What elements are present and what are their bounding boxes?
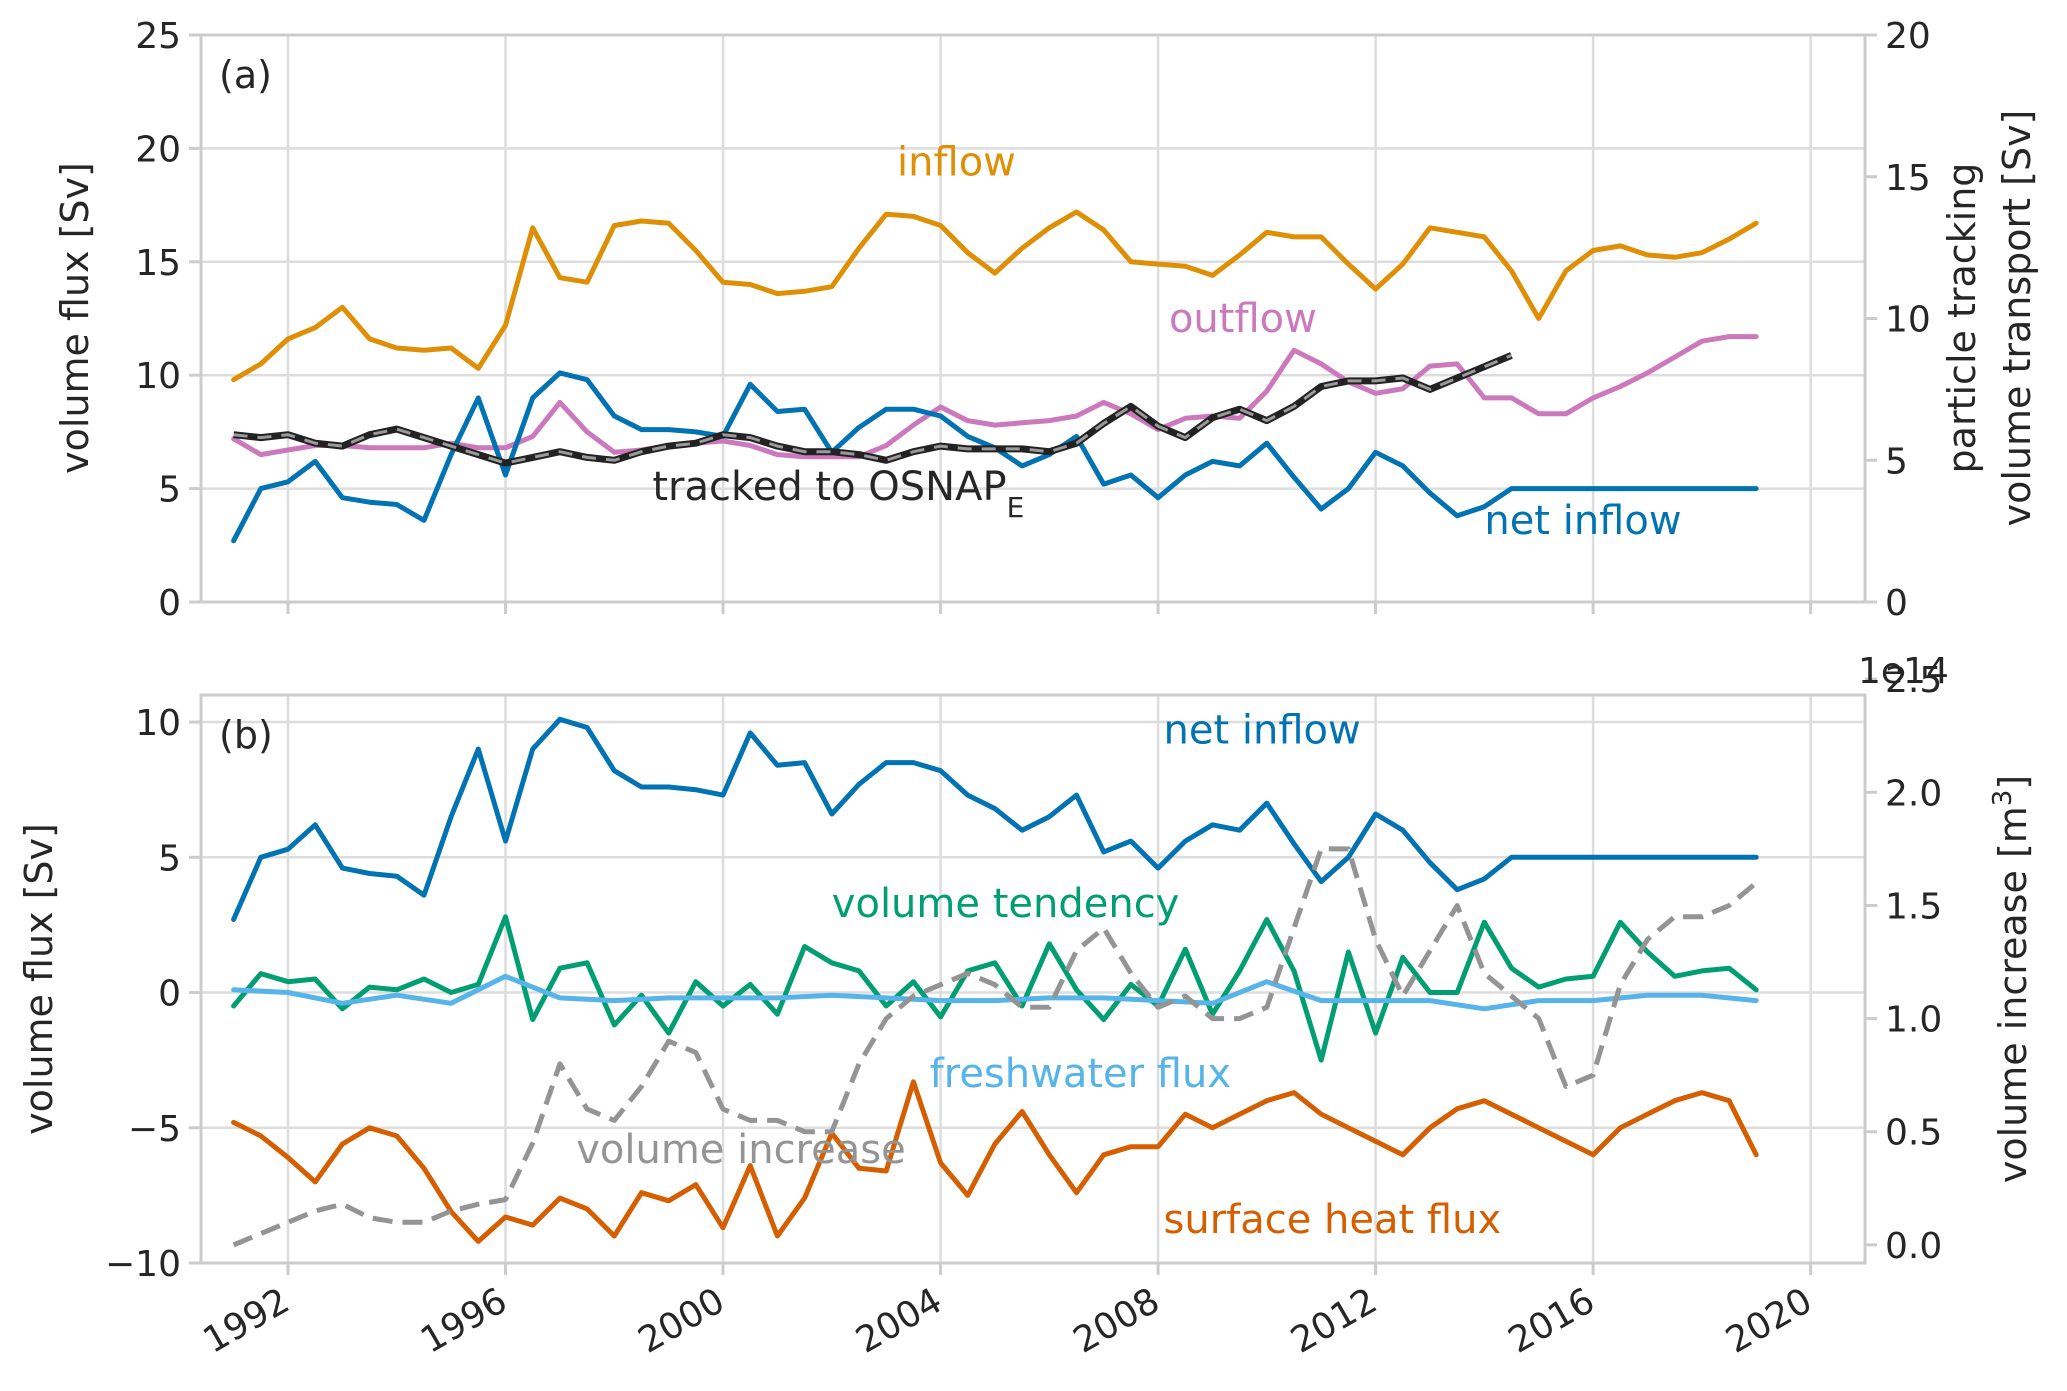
panel-a-ytick-label-15: 15 [135, 243, 181, 284]
panel-b-y2-offset-text: 1e14 [1858, 651, 1949, 692]
panel-b-series-volume-increase-line [232, 846, 1758, 1248]
panel-b-frame [199, 693, 1867, 1265]
panel-a-ytick-label-25: 25 [135, 16, 181, 57]
panel-a: 0 5 10 15 20 25 0 5 10 15 20 inflow outflow net infl… [53, 16, 2039, 624]
panel-b-series-freshwater-flux-label-text: freshwater flux [930, 1051, 1231, 1097]
panel-a-label: (a) [219, 53, 272, 97]
panel-a-ylabel: volume flux [Sv] [53, 162, 97, 474]
panel-b-y2label-main: volume increase [m [1991, 806, 2035, 1183]
panel-a-plot-area [201, 35, 1865, 602]
panel-b-y2label: volume increase [m3] [1988, 775, 2035, 1183]
panel-a-y2tick-label-5: 5 [1885, 441, 1908, 482]
panel-a-series-inflow-line [231, 209, 1759, 383]
panel-a-y2tick-label-15: 15 [1885, 158, 1931, 199]
panel-a-series-tracked-to-osnap-e-label-subscript: E [1007, 490, 1025, 523]
panel-b-label: (b) [219, 713, 273, 757]
panel-b-series-freshwater-flux-label: freshwater flux [930, 1051, 1231, 1097]
panel-a-series-tracked-to-osnap-e-label-text: tracked to OSNAP [652, 464, 1006, 510]
panel-b-ytick-label-5: −5 [128, 1109, 181, 1150]
panel-b-y2label-end: ] [1991, 775, 2035, 790]
panel-b-y2tick-label-2-5: 2.5 [1885, 660, 1942, 701]
panel-a-y2tick-label-0: 0 [1885, 583, 1908, 624]
panel-b-y2label-sup: 3 [1988, 790, 2018, 807]
panel-a-series-tracked-to-osnap-e-label: tracked to OSNAPE [652, 464, 1024, 524]
panel-a-series-inflow-label: inflow [897, 140, 1016, 186]
panel-a-y2label-line2: volume transport [Sv] [1995, 110, 2039, 527]
panel-a-ytick-label-5: 5 [158, 470, 181, 511]
panel-a-series-outflow-line [231, 334, 1759, 460]
panel-b-y2tick-label-1: 1.0 [1885, 1000, 1942, 1041]
panel-a-series-inflow-label-text: inflow [897, 140, 1016, 186]
panel-b-y2tick-label-0: 0.0 [1885, 1226, 1942, 1267]
panel-b-series-volume-tendency-label: volume tendency [832, 881, 1180, 927]
panel-a-y2label-line1: particle tracking [1940, 163, 1984, 474]
panel-a-series-net-inflow-label-text: net inflow [1484, 498, 1681, 544]
panel-b-ylabel: volume flux [Sv] [17, 823, 61, 1135]
panel-b-series-volume-tendency-label-text: volume tendency [832, 881, 1180, 927]
panel-b-series [231, 716, 1759, 1248]
panel-a-y2tick-label-20: 20 [1885, 16, 1931, 57]
panel-a-ytick-label-20: 20 [135, 129, 181, 170]
panel-b-y2tick-label-2: 2.0 [1885, 773, 1942, 814]
panel-a-series-net-inflow-label: net inflow [1484, 498, 1681, 544]
panel-b-series-net-inflow-line [231, 716, 1759, 922]
panel-a-series-outflow-label: outflow [1169, 296, 1317, 342]
panel-a-y2tick-label-10: 10 [1885, 300, 1931, 341]
panel-a-series-tracked-to-osnap-e-dash-overlay [233, 354, 1513, 465]
panel-b-series-surface-heat-flux-line [231, 1079, 1759, 1244]
panel-b-series-labels: net inflow volume tendency freshwater flux… [576, 708, 1501, 1244]
panel-b-series-net-inflow-label-text: net inflow [1164, 708, 1361, 754]
panel-b-series-surface-heat-flux-label: surface heat flux [1164, 1197, 1502, 1243]
panel-a-ytick-label-10: 10 [135, 356, 181, 397]
panel-b-series-net-inflow-label: net inflow [1164, 708, 1361, 754]
panel-a-series [231, 209, 1759, 544]
panel-b-series-surface-heat-flux-label-text: surface heat flux [1164, 1197, 1502, 1243]
panel-b-ytick-label-10: 10 [135, 703, 181, 744]
panel-b-series-freshwater-flux-line [231, 973, 1759, 1012]
panel-b: 1992 1996 2000 2004 2008 2012 2016 2020−10−5051… [17, 651, 2035, 1362]
panel-b-y2tick-label-0-5: 0.5 [1885, 1113, 1942, 1154]
panel-b-y2tick-label-1-5: 1.5 [1885, 886, 1942, 927]
panel-a-ticks: 0 5 10 15 20 25 0 5 10 15 20 [135, 16, 1931, 624]
panel-b-ytick-label-10: −10 [105, 1244, 181, 1285]
panel-a-series-labels: inflow outflow net inflow tracked to OSNAPE [652, 140, 1681, 544]
panel-b-series-volume-tendency-line [231, 914, 1759, 1063]
panel-b-series-volume-increase-label: volume increase [576, 1127, 906, 1173]
panel-b-series-volume-increase-label-text: volume increase [576, 1127, 906, 1173]
panel-a-ytick-label-0: 0 [158, 583, 181, 624]
panel-b-ytick-label-5: 5 [158, 838, 181, 879]
panel-a-series-outflow-label-text: outflow [1169, 296, 1317, 342]
panel-b-ytick-label-0: 0 [158, 974, 181, 1015]
